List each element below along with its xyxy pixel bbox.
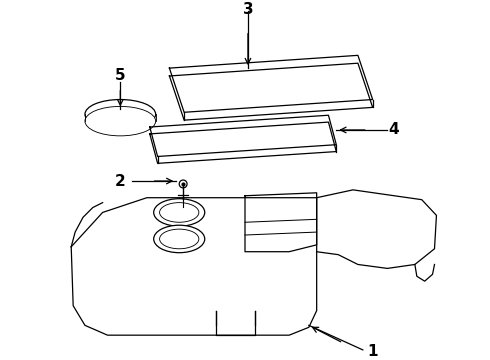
Text: 2: 2 [115,174,125,189]
Ellipse shape [160,203,199,222]
Ellipse shape [160,229,199,249]
Ellipse shape [154,199,205,226]
Circle shape [179,180,187,188]
Text: 5: 5 [115,68,125,84]
Ellipse shape [154,225,205,253]
Text: 3: 3 [243,2,253,17]
Text: 4: 4 [388,122,398,138]
Ellipse shape [85,107,156,136]
Text: 1: 1 [368,345,378,359]
Ellipse shape [85,99,156,129]
